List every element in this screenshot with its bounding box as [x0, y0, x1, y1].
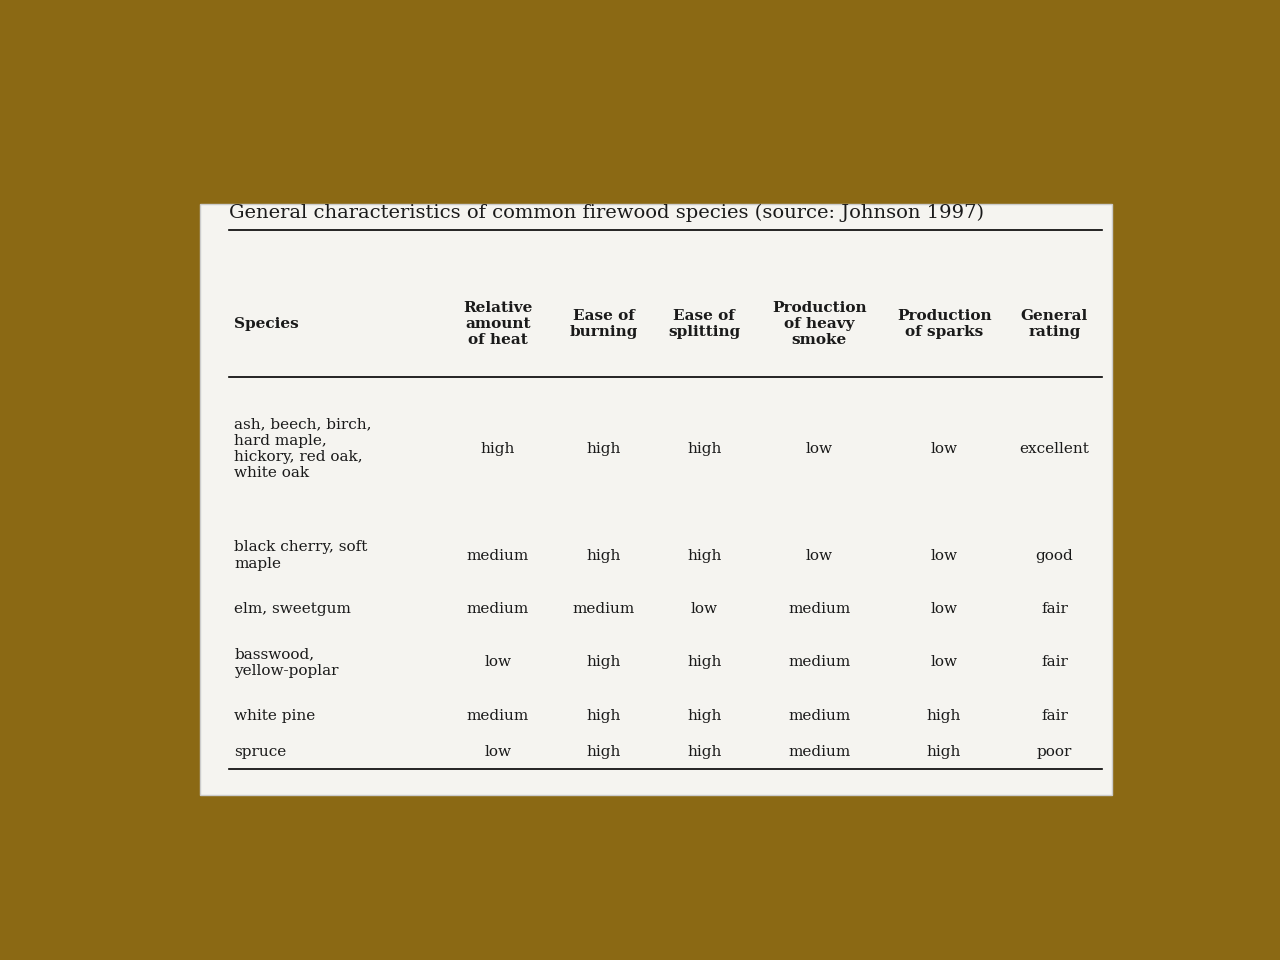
- Text: Relative
amount
of heat: Relative amount of heat: [463, 300, 532, 348]
- Text: high: high: [586, 708, 621, 723]
- Text: medium: medium: [788, 602, 850, 616]
- Text: high: high: [927, 745, 961, 758]
- Text: good: good: [1036, 548, 1074, 563]
- FancyBboxPatch shape: [200, 204, 1112, 795]
- Text: Ease of
burning: Ease of burning: [570, 309, 637, 339]
- Text: medium: medium: [467, 602, 529, 616]
- Text: high: high: [586, 745, 621, 758]
- Text: low: low: [931, 442, 957, 456]
- Text: low: low: [806, 442, 833, 456]
- Text: white pine: white pine: [234, 708, 316, 723]
- Text: medium: medium: [788, 745, 850, 758]
- Text: high: high: [586, 656, 621, 669]
- Text: high: high: [927, 708, 961, 723]
- Text: spruce: spruce: [234, 745, 287, 758]
- Text: fair: fair: [1041, 602, 1068, 616]
- Text: excellent: excellent: [1019, 442, 1089, 456]
- Text: medium: medium: [467, 548, 529, 563]
- Text: high: high: [687, 548, 722, 563]
- Text: Production
of heavy
smoke: Production of heavy smoke: [772, 300, 867, 348]
- Text: black cherry, soft
maple: black cherry, soft maple: [234, 540, 367, 570]
- Text: low: low: [931, 602, 957, 616]
- Text: low: low: [485, 656, 512, 669]
- Text: fair: fair: [1041, 708, 1068, 723]
- Text: Production
of sparks: Production of sparks: [897, 309, 992, 339]
- Text: elm, sweetgum: elm, sweetgum: [234, 602, 351, 616]
- Text: medium: medium: [467, 708, 529, 723]
- Text: medium: medium: [788, 656, 850, 669]
- Text: fair: fair: [1041, 656, 1068, 669]
- Text: low: low: [691, 602, 718, 616]
- Text: high: high: [687, 656, 722, 669]
- Text: low: low: [806, 548, 833, 563]
- Text: high: high: [687, 442, 722, 456]
- Text: General characteristics of common firewood species (source: Johnson 1997): General characteristics of common firewo…: [229, 204, 984, 223]
- Text: low: low: [485, 745, 512, 758]
- Text: General
rating: General rating: [1021, 309, 1088, 339]
- Text: Species: Species: [234, 317, 300, 331]
- Text: high: high: [586, 548, 621, 563]
- Text: high: high: [687, 745, 722, 758]
- Text: poor: poor: [1037, 745, 1073, 758]
- Text: high: high: [481, 442, 516, 456]
- Text: high: high: [687, 708, 722, 723]
- Text: medium: medium: [572, 602, 635, 616]
- Text: high: high: [586, 442, 621, 456]
- Text: Ease of
splitting: Ease of splitting: [668, 309, 740, 339]
- Text: low: low: [931, 548, 957, 563]
- Text: medium: medium: [788, 708, 850, 723]
- Text: basswood,
yellow-poplar: basswood, yellow-poplar: [234, 647, 339, 678]
- Text: ash, beech, birch,
hard maple,
hickory, red oak,
white oak: ash, beech, birch, hard maple, hickory, …: [234, 418, 372, 480]
- Text: low: low: [931, 656, 957, 669]
